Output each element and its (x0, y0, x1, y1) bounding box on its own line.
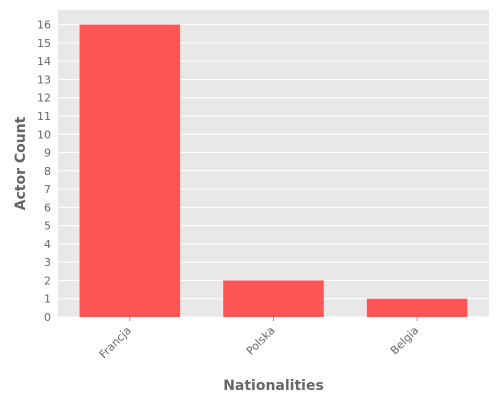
bar-belgia (366, 298, 468, 317)
x-tick-label: Francja (97, 324, 134, 361)
y-tick-label: 3 (44, 256, 51, 269)
y-tick-label: 13 (37, 73, 51, 86)
bar-francja (79, 24, 181, 317)
y-tick-label: 12 (37, 92, 51, 105)
y-tick-label: 14 (37, 55, 51, 68)
y-tick-label: 4 (44, 238, 51, 251)
y-tick-label: 11 (37, 110, 51, 123)
bar-polska (223, 280, 324, 317)
y-tick-label: 10 (37, 128, 51, 141)
x-tick-label: Belgia (388, 324, 421, 357)
y-tick-label: 15 (37, 37, 51, 50)
y-tick-label: 0 (44, 311, 51, 324)
y-tick-label: 16 (37, 19, 51, 32)
y-tick-label: 1 (44, 293, 51, 306)
bars (79, 24, 468, 317)
y-tick-label: 8 (44, 165, 51, 178)
x-axis-title: Nationalities (223, 378, 324, 394)
x-tick-label: Polska (244, 324, 278, 358)
y-tick-label: 2 (44, 274, 51, 287)
y-tick-label: 9 (44, 147, 51, 160)
y-axis-title: Actor Count (13, 116, 29, 210)
y-tick-label: 7 (44, 183, 51, 196)
y-tick-label: 6 (44, 201, 51, 214)
y-tick-label: 5 (44, 220, 51, 233)
x-axis-ticks: Francja Polska Belgia (97, 317, 421, 361)
